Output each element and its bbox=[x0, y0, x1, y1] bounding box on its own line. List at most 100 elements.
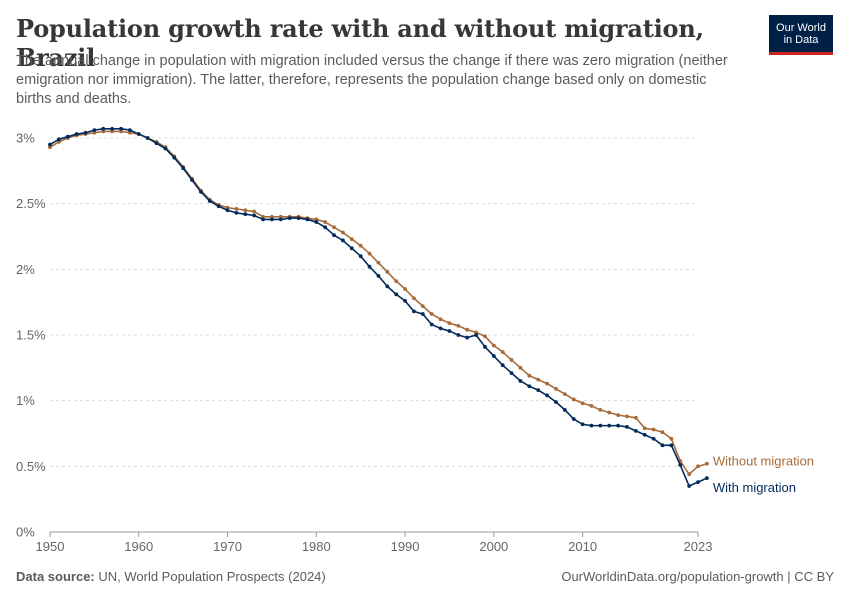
data-point bbox=[474, 330, 478, 335]
data-point bbox=[438, 326, 443, 331]
data-point bbox=[518, 379, 523, 383]
y-tick-label: 2% bbox=[16, 262, 35, 277]
data-point bbox=[314, 220, 319, 224]
data-point bbox=[252, 209, 257, 214]
data-point bbox=[154, 141, 159, 146]
data-point bbox=[687, 484, 692, 488]
data-point bbox=[358, 254, 363, 259]
logo-line-2: in Data bbox=[783, 33, 819, 46]
data-point bbox=[474, 333, 478, 337]
data-point bbox=[110, 126, 115, 131]
data-point bbox=[660, 443, 665, 448]
data-point bbox=[278, 217, 283, 222]
data-point bbox=[483, 344, 487, 349]
data-point bbox=[323, 225, 328, 230]
data-point bbox=[704, 461, 709, 466]
data-point bbox=[394, 292, 399, 297]
data-point bbox=[48, 145, 52, 150]
data-point bbox=[101, 126, 106, 131]
data-point bbox=[119, 129, 123, 134]
data-point bbox=[456, 333, 461, 337]
data-point bbox=[429, 322, 434, 327]
data-point bbox=[491, 354, 496, 358]
data-point bbox=[527, 373, 532, 378]
legend-layer: Without migration With migration bbox=[713, 454, 814, 495]
data-point bbox=[412, 309, 416, 314]
y-tick-label: 2.5% bbox=[16, 196, 46, 211]
data-point bbox=[92, 128, 97, 133]
y-tick-label: 0.5% bbox=[16, 459, 46, 474]
legend-label-with-migration: With migration bbox=[713, 480, 796, 495]
data-point bbox=[74, 132, 79, 136]
data-point bbox=[270, 214, 274, 219]
data-point bbox=[65, 134, 70, 139]
data-point bbox=[385, 284, 390, 289]
footer-credit: OurWorldinData.org/population-growth | C… bbox=[561, 569, 834, 584]
data-point bbox=[527, 384, 532, 389]
data-source-label: Data source: bbox=[16, 569, 95, 584]
data-point bbox=[136, 132, 141, 136]
source-link[interactable]: OurWorldinData.org/population-growth bbox=[561, 569, 784, 584]
data-point bbox=[305, 217, 310, 222]
y-tick-label: 1% bbox=[16, 393, 35, 408]
x-tick-label: 2023 bbox=[684, 539, 713, 554]
data-point bbox=[598, 423, 603, 428]
x-tick-label: 1980 bbox=[302, 539, 331, 554]
data-point bbox=[580, 401, 585, 406]
data-point bbox=[500, 350, 505, 354]
data-point bbox=[199, 189, 203, 194]
data-point bbox=[127, 128, 132, 133]
data-point bbox=[678, 463, 683, 467]
data-point bbox=[323, 220, 328, 224]
data-source-text: UN, World Population Prospects (2024) bbox=[94, 569, 326, 584]
data-point bbox=[341, 238, 345, 243]
data-point bbox=[607, 410, 612, 415]
data-point bbox=[332, 225, 336, 230]
data-point bbox=[376, 260, 381, 265]
data-point bbox=[56, 140, 61, 144]
data-point bbox=[491, 343, 496, 348]
data-point bbox=[562, 407, 567, 412]
data-point bbox=[145, 136, 150, 140]
data-point bbox=[642, 432, 647, 437]
data-point bbox=[696, 480, 700, 484]
data-point bbox=[216, 204, 221, 209]
data-point bbox=[349, 246, 354, 251]
data-point bbox=[403, 287, 407, 291]
data-point bbox=[412, 296, 416, 301]
data-point bbox=[225, 208, 230, 213]
data-point bbox=[403, 298, 407, 303]
data-point bbox=[172, 155, 177, 160]
data-point bbox=[127, 130, 132, 135]
data-point bbox=[207, 199, 212, 203]
data-point bbox=[598, 407, 603, 412]
y-tick-label: 0% bbox=[16, 525, 35, 540]
chart-subtitle: The annual change in population with mig… bbox=[16, 53, 728, 107]
data-point bbox=[438, 317, 443, 322]
data-point bbox=[296, 216, 301, 221]
x-tick-label: 1950 bbox=[36, 539, 65, 554]
data-point bbox=[571, 417, 576, 421]
owid-logo[interactable]: Our World in Data bbox=[769, 15, 833, 55]
x-tick-label: 2010 bbox=[568, 539, 597, 554]
data-point bbox=[278, 214, 283, 219]
data-point bbox=[429, 312, 434, 316]
y-tick-label: 1.5% bbox=[16, 328, 46, 343]
license-text: | CC BY bbox=[783, 569, 834, 584]
data-point bbox=[536, 377, 541, 382]
series-markers-with-migration bbox=[48, 126, 709, 488]
data-point bbox=[420, 312, 425, 316]
data-point bbox=[545, 381, 549, 386]
data-point bbox=[83, 130, 88, 135]
data-point bbox=[420, 304, 425, 309]
data-point bbox=[447, 329, 452, 333]
x-tick-label: 2000 bbox=[479, 539, 508, 554]
series-line-without-migration bbox=[49, 130, 708, 476]
logo-line-1: Our World bbox=[776, 21, 826, 34]
grid-layer bbox=[50, 137, 698, 467]
data-point bbox=[163, 146, 168, 151]
series-line-with-migration bbox=[49, 128, 708, 487]
chart-title: Population growth rate with and without … bbox=[16, 14, 704, 72]
data-point bbox=[261, 214, 265, 219]
data-point bbox=[456, 323, 461, 328]
